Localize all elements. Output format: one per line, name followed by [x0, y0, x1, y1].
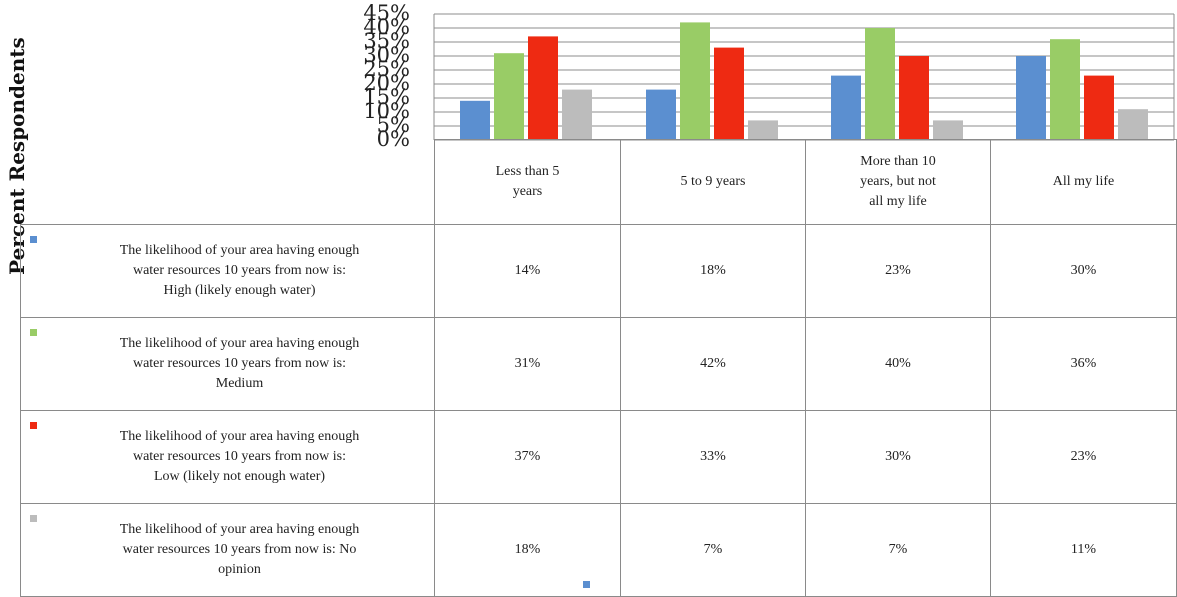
bar — [460, 100, 490, 140]
data-value-cell: 7% — [805, 503, 991, 597]
series-name-line: The likelihood of your area having enoug… — [119, 429, 360, 444]
data-value-cell: 30% — [990, 224, 1177, 318]
data-value-cell: 42% — [620, 317, 806, 411]
data-value-cell: 36% — [990, 317, 1177, 411]
y-tick-label: 5% — [377, 113, 410, 137]
y-tick-labels: 0%5%10%15%20%25%30%35%40%45% — [363, 1, 410, 151]
series-name-line: water resources 10 years from now is: — [132, 356, 347, 371]
table-row: The likelihood of your area having enoug… — [20, 317, 1177, 411]
series-name-line: The likelihood of your area having enoug… — [119, 336, 360, 351]
data-value-cell: 37% — [434, 410, 621, 504]
y-tick-label: 45% — [363, 1, 410, 25]
series-name-line: The likelihood of your area having enoug… — [119, 522, 360, 537]
data-value-cell: 18% — [620, 224, 806, 318]
table-header-row: Less than 5 years 5 to 9 years More than 10… — [21, 139, 1177, 225]
x-category-label: 5 to 9 years — [620, 139, 806, 225]
y-tick-label: 25% — [363, 57, 410, 81]
series-legend-label: The likelihood of your area having enoug… — [20, 410, 435, 504]
data-value-cell: 23% — [805, 224, 991, 318]
x-category-label-line: All my life — [1052, 174, 1115, 189]
y-tick-label: 20% — [363, 71, 410, 95]
data-value-cell: 18% — [434, 503, 621, 597]
x-category-label-line: Less than 5 — [495, 164, 560, 179]
x-category-label-line: 5 to 9 years — [680, 174, 746, 189]
bar — [1084, 75, 1114, 140]
bar — [865, 28, 895, 140]
bars — [460, 22, 1148, 141]
series-name-line: The likelihood of your area having enoug… — [119, 243, 360, 258]
y-tick-label: 10% — [363, 99, 410, 123]
series-name-line: opinion — [218, 562, 261, 577]
y-tick-label: 35% — [363, 29, 410, 53]
series-legend-label: The likelihood of your area having enoug… — [20, 317, 435, 411]
data-value-cell: 40% — [805, 317, 991, 411]
y-tick-label: 15% — [363, 85, 410, 109]
bar — [714, 47, 744, 140]
legend-key-marker — [30, 422, 37, 429]
y-tick-label: 40% — [363, 15, 410, 39]
series-name-line: Medium — [215, 376, 264, 391]
data-value-cell: 23% — [990, 410, 1177, 504]
bar — [494, 53, 524, 141]
series-name-line: water resources 10 years from now is: — [132, 263, 347, 278]
bar — [1118, 109, 1148, 140]
bar — [933, 120, 963, 140]
x-category-label-line: More than 10 — [860, 154, 936, 169]
bar — [646, 89, 676, 140]
data-value-cell: 30% — [805, 410, 991, 504]
legend-key-blue-marker — [583, 581, 590, 588]
series-name-line: water resources 10 years from now is: No — [122, 542, 357, 557]
series-name-line: Low (likely not enough water) — [153, 469, 326, 484]
data-value-cell: 11% — [990, 503, 1177, 597]
x-category-label-line: years, but not — [860, 174, 936, 189]
bar — [748, 120, 778, 140]
x-category-label: All my life — [990, 139, 1177, 225]
data-value-cell: 14% — [434, 224, 621, 318]
bar — [562, 89, 592, 140]
data-value-cell: 7% — [620, 503, 806, 597]
table-row: The likelihood of your area having enoug… — [20, 224, 1177, 318]
series-name-line: water resources 10 years from now is: — [132, 449, 347, 464]
bar — [680, 22, 710, 140]
x-category-label-line: years — [512, 184, 543, 199]
series-name-line: High (likely enough water) — [163, 283, 316, 298]
bar — [1016, 56, 1046, 140]
x-category-label-line: all my life — [869, 194, 927, 209]
data-table: Less than 5 years 5 to 9 years More than 10… — [20, 139, 1177, 597]
data-value-cell: 33% — [620, 410, 806, 504]
x-category-label: More than 10 years, but not all my life — [805, 139, 991, 225]
table-row: The likelihood of your area having enoug… — [20, 503, 1177, 597]
bar — [528, 36, 558, 140]
y-tick-label: 0% — [377, 127, 410, 151]
bar — [1050, 39, 1080, 141]
legend-key-marker — [30, 515, 37, 522]
y-tick-label: 30% — [363, 43, 410, 67]
data-value-cell: 31% — [434, 317, 621, 411]
table-corner-cell — [21, 140, 435, 225]
table-row: The likelihood of your area having enoug… — [20, 410, 1177, 504]
bar — [899, 56, 929, 140]
series-legend-label: The likelihood of your area having enoug… — [20, 503, 435, 597]
bar — [831, 75, 861, 140]
legend-key-marker — [30, 329, 37, 336]
x-category-label: Less than 5 years — [434, 139, 621, 225]
series-legend-label: The likelihood of your area having enoug… — [20, 224, 435, 318]
legend-key-marker — [30, 236, 37, 243]
